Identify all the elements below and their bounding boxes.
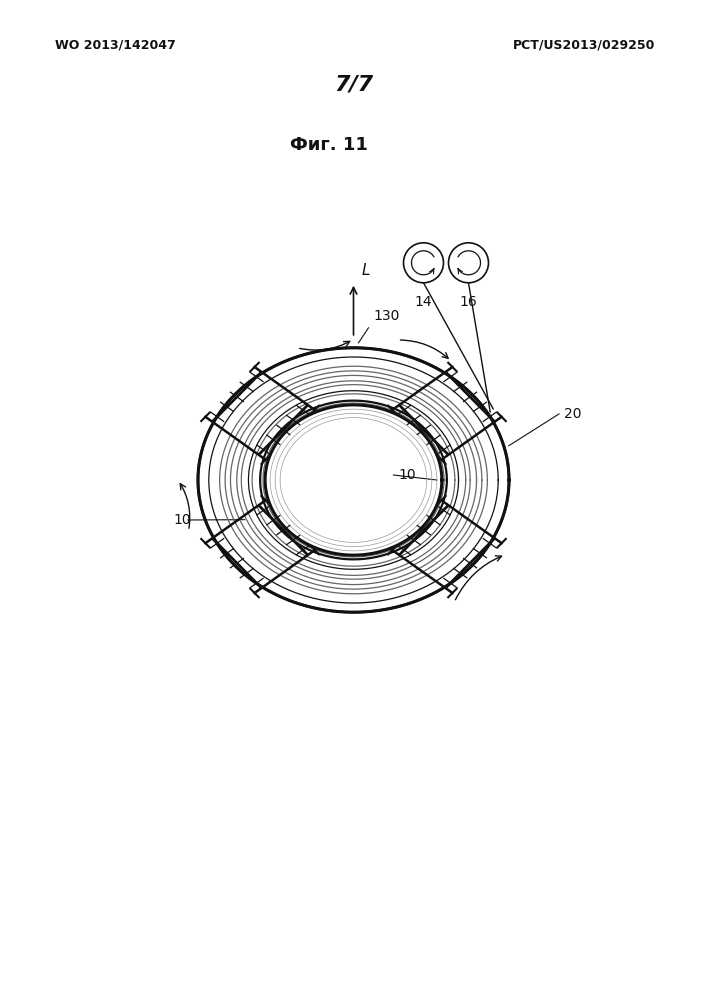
Text: 7/7: 7/7 [334,75,373,95]
Text: 10: 10 [399,468,416,482]
Text: L: L [361,263,370,278]
Text: 16: 16 [460,295,477,309]
Text: 130: 130 [373,309,400,323]
Text: WO 2013/142047: WO 2013/142047 [55,38,176,51]
Text: Фиг. 11: Фиг. 11 [290,136,368,154]
Text: 20: 20 [564,407,582,421]
Text: 10: 10 [173,513,191,527]
Text: 14: 14 [415,295,432,309]
Text: PCT/US2013/029250: PCT/US2013/029250 [513,38,655,51]
